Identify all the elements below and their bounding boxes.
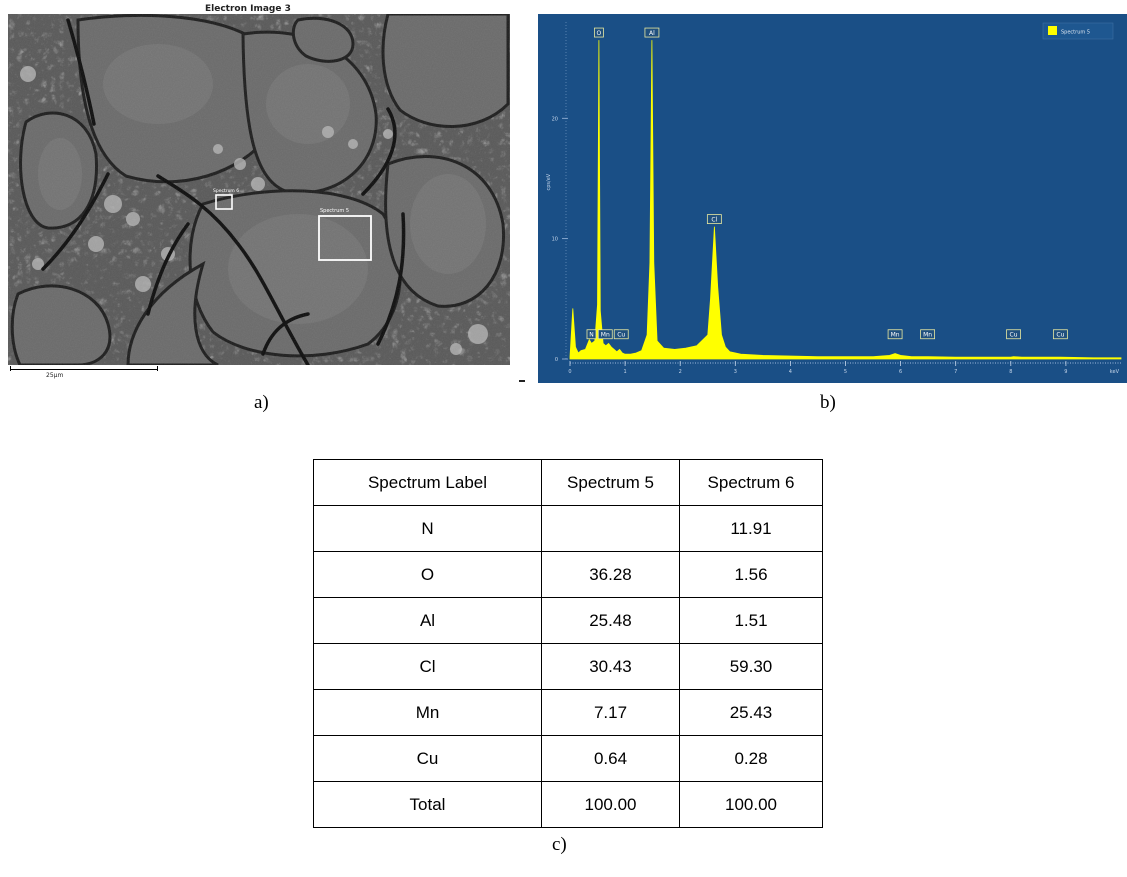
table-row: Cl 30.43 59.30 bbox=[313, 643, 823, 690]
peak-label: Cl bbox=[711, 217, 717, 224]
x-tick-label: 1 bbox=[624, 369, 627, 375]
legend-box bbox=[1042, 22, 1114, 40]
table-row: Mn 7.17 25.43 bbox=[313, 689, 823, 736]
x-tick-label: 9 bbox=[1064, 369, 1067, 375]
peak-label: Mn bbox=[601, 332, 610, 339]
spectrum-5-region bbox=[318, 215, 372, 261]
element-cell: Cu bbox=[313, 735, 542, 782]
peak-label-box bbox=[644, 27, 660, 38]
value-cell: 100.00 bbox=[679, 781, 823, 828]
peak-label: Mn bbox=[891, 332, 900, 339]
peak-label-box bbox=[586, 329, 597, 340]
column-header: Spectrum Label bbox=[313, 459, 542, 506]
peak-label-box bbox=[597, 329, 613, 340]
value-cell: 0.64 bbox=[541, 735, 680, 782]
value-cell: 1.56 bbox=[679, 551, 823, 598]
panel-marker bbox=[519, 380, 525, 382]
panel-label-a: a) bbox=[254, 392, 269, 413]
peak-label-box bbox=[1052, 329, 1068, 340]
value-cell: 11.91 bbox=[679, 505, 823, 552]
scale-bar-label: 25µm bbox=[46, 372, 64, 379]
table-row: Al 25.48 1.51 bbox=[313, 597, 823, 644]
x-axis-unit: keV bbox=[1110, 369, 1120, 375]
column-header: Spectrum 6 bbox=[679, 459, 823, 506]
sem-micrograph: Spectrum 6 Spectrum 5 bbox=[8, 14, 510, 365]
value-cell: 7.17 bbox=[541, 689, 680, 736]
x-tick-label: 6 bbox=[899, 369, 902, 375]
spectrum-6-region bbox=[215, 194, 233, 210]
element-cell: Total bbox=[313, 781, 542, 828]
table-header-row: Spectrum Label Spectrum 5 Spectrum 6 bbox=[313, 459, 823, 506]
peak-label-box bbox=[594, 27, 604, 38]
x-tick-label: 4 bbox=[789, 369, 792, 375]
value-cell: 100.00 bbox=[541, 781, 680, 828]
value-cell: 25.48 bbox=[541, 597, 680, 644]
peak-label: Mn bbox=[923, 332, 932, 339]
value-cell: 36.28 bbox=[541, 551, 680, 598]
table-row: Cu 0.64 0.28 bbox=[313, 735, 823, 782]
x-tick-label: 7 bbox=[954, 369, 957, 375]
x-tick-label: 8 bbox=[1009, 369, 1012, 375]
value-cell: 30.43 bbox=[541, 643, 680, 690]
composition-table: Spectrum Label Spectrum 5 Spectrum 6 N 11… bbox=[313, 459, 823, 828]
legend-swatch bbox=[1048, 26, 1057, 35]
peak-label: Al bbox=[649, 30, 655, 37]
peak-label-box bbox=[920, 329, 935, 340]
element-cell: Mn bbox=[313, 689, 542, 736]
peak-label-box bbox=[613, 329, 629, 340]
scale-bar bbox=[10, 369, 158, 370]
value-cell: 0.28 bbox=[679, 735, 823, 782]
peak-label-box bbox=[1006, 329, 1021, 340]
y-tick-label: 20 bbox=[552, 116, 558, 122]
panel-label-b: b) bbox=[820, 392, 836, 413]
y-axis-label: cps/eV bbox=[546, 173, 552, 190]
peak-label: N bbox=[589, 332, 594, 339]
scale-bar-tick bbox=[10, 366, 11, 371]
peak-label: O bbox=[597, 30, 602, 37]
x-tick-label: 0 bbox=[568, 369, 571, 375]
value-cell: 59.30 bbox=[679, 643, 823, 690]
x-tick-label: 2 bbox=[679, 369, 682, 375]
eds-spectrum-chart: 0 10 20 cps/eV 0 1 2 3 4 5 6 7 8 9 keV N O Mn Cu Al Cl Mn Mn Cu… bbox=[538, 14, 1127, 383]
value-cell: 1.51 bbox=[679, 597, 823, 644]
panel-label-c: c) bbox=[552, 834, 567, 855]
sem-image-title: Electron Image 3 bbox=[205, 4, 291, 14]
x-tick-label: 5 bbox=[844, 369, 847, 375]
chart-background bbox=[538, 14, 1127, 383]
spectrum-6-region-label: Spectrum 6 bbox=[213, 188, 239, 194]
element-cell: Al bbox=[313, 597, 542, 644]
table-row: N 11.91 bbox=[313, 505, 823, 552]
peak-label: Cu bbox=[1010, 332, 1018, 339]
column-header: Spectrum 5 bbox=[541, 459, 680, 506]
value-cell: 25.43 bbox=[679, 689, 823, 736]
spectrum-series bbox=[569, 40, 1122, 360]
table-row: O 36.28 1.56 bbox=[313, 551, 823, 598]
scale-bar-tick bbox=[157, 366, 158, 371]
value-cell bbox=[541, 505, 680, 552]
legend-label: Spectrum 5 bbox=[1061, 30, 1090, 36]
peak-label-box bbox=[887, 329, 903, 340]
peak-label-box bbox=[706, 214, 722, 225]
element-cell: Cl bbox=[313, 643, 542, 690]
x-tick-label: 3 bbox=[734, 369, 737, 375]
peak-label: Cu bbox=[617, 332, 625, 339]
element-cell: N bbox=[313, 505, 542, 552]
y-tick-label: 10 bbox=[552, 237, 558, 243]
peak-label: Cu bbox=[1056, 332, 1064, 339]
table-row: Total 100.00 100.00 bbox=[313, 781, 823, 828]
y-tick-label: 0 bbox=[555, 357, 558, 363]
spectrum-5-region-label: Spectrum 5 bbox=[320, 208, 349, 214]
element-cell: O bbox=[313, 551, 542, 598]
